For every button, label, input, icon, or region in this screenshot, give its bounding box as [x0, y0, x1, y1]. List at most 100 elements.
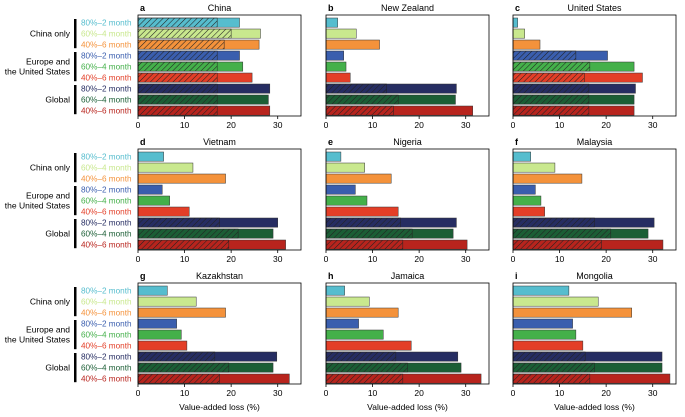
bar-h-1	[325, 296, 370, 307]
bar-e-0	[325, 151, 342, 162]
bar-i-1	[512, 296, 599, 307]
tick-label: 0	[136, 388, 141, 398]
bar-e-3	[325, 184, 356, 195]
bar-hatch-d-7	[137, 228, 239, 239]
tick-label: 30	[273, 120, 283, 130]
bar-hatch-f-8	[512, 239, 602, 250]
bar-h-2	[325, 307, 399, 318]
panel-i: i Mongolia 0 10 20 30 Value-added loss (%)	[511, 271, 677, 412]
group-label: Global	[45, 229, 70, 239]
bar-hatch-c-3	[512, 50, 577, 61]
scenario-label: 40%–6 month	[81, 375, 132, 384]
tick-label: 10	[368, 388, 378, 398]
panel-c: c United States 0 10 20 30	[511, 3, 677, 130]
group-bracket	[74, 219, 77, 249]
group-label: the United States	[5, 201, 70, 211]
bar-g-3	[137, 318, 177, 329]
group-label: the United States	[5, 335, 70, 345]
group-label: Europe and	[26, 325, 70, 335]
tick-label: 20	[601, 254, 611, 264]
tick-label: 30	[648, 120, 658, 130]
group-label: Europe and	[26, 191, 70, 201]
scenario-label: 40%–6 month	[81, 74, 132, 83]
bar-g-4	[137, 329, 182, 340]
panel-letter: h	[328, 271, 334, 281]
tick-label: 20	[226, 120, 236, 130]
bar-f-2	[512, 173, 583, 184]
scenario-label: 60%–4 month	[81, 197, 132, 206]
scenario-label: 60%–4 month	[81, 298, 132, 307]
scenario-label: 60%–4 month	[81, 331, 132, 340]
x-axis-label: Value-added loss (%)	[367, 402, 448, 412]
panel-frame	[137, 148, 302, 251]
panel-e: e Nigeria 0 10 20 30	[324, 137, 490, 264]
scenario-label: 60%–4 month	[81, 96, 132, 105]
scenario-label: 40%–6 month	[81, 175, 132, 184]
panel-title: Vietnam	[203, 137, 236, 147]
panel-title: Nigeria	[393, 137, 422, 147]
panel-frame	[325, 282, 490, 385]
tick-label: 30	[461, 254, 471, 264]
bar-d-0	[137, 151, 164, 162]
bar-h-0	[325, 285, 345, 296]
panel-frame	[325, 148, 490, 251]
tick-label: 10	[368, 254, 378, 264]
bar-hatch-c-6	[512, 83, 590, 94]
bar-hatch-c-4	[512, 61, 591, 72]
panel-title: Jamaica	[391, 271, 425, 281]
bar-hatch-a-5	[137, 72, 218, 83]
bar-c-1	[512, 28, 525, 39]
panel-frame	[137, 14, 302, 117]
scenario-label: 80%–2 month	[81, 153, 132, 162]
bar-f-0	[512, 151, 531, 162]
bar-hatch-g-6	[137, 351, 216, 362]
group-label: China only	[30, 163, 71, 173]
panel-letter: g	[140, 271, 146, 281]
bar-hatch-b-8	[325, 105, 394, 116]
bar-i-0	[512, 285, 570, 296]
panel-frame	[512, 148, 677, 251]
bar-i-5	[512, 340, 584, 351]
tick-label: 20	[414, 388, 424, 398]
bar-hatch-i-8	[512, 373, 591, 384]
bar-b-0	[325, 17, 338, 28]
bar-e-4	[325, 195, 368, 206]
tick-label: 0	[511, 254, 516, 264]
panel-title: Malaysia	[577, 137, 613, 147]
bar-hatch-a-2	[137, 39, 225, 50]
scenario-label: 40%–6 month	[81, 107, 132, 116]
scenario-label: 40%–6 month	[81, 241, 132, 250]
bar-hatch-i-6	[512, 351, 586, 362]
tick-label: 0	[511, 120, 516, 130]
bar-hatch-a-1	[137, 28, 232, 39]
bar-hatch-a-4	[137, 61, 218, 72]
panel-letter: e	[328, 137, 333, 147]
tick-label: 10	[180, 120, 190, 130]
row-legend-2: China only 80%–2 month 60%–4 month 40%–6 mo…	[5, 287, 132, 384]
bar-g-5	[137, 340, 188, 351]
bar-d-1	[137, 162, 194, 173]
bar-hatch-a-8	[137, 105, 218, 116]
group-bracket	[74, 52, 77, 82]
bar-hatch-d-8	[137, 239, 230, 250]
bar-d-2	[137, 173, 226, 184]
scenario-label: 60%–4 month	[81, 30, 132, 39]
group-bracket	[74, 85, 77, 115]
scenario-label: 40%–6 month	[81, 342, 132, 351]
bar-d-3	[137, 184, 163, 195]
panel-letter: c	[515, 3, 520, 13]
bar-f-1	[512, 162, 556, 173]
tick-label: 10	[180, 388, 190, 398]
bar-hatch-e-8	[325, 239, 404, 250]
tick-label: 30	[461, 388, 471, 398]
bar-g-2	[137, 307, 226, 318]
bar-hatch-h-8	[325, 373, 404, 384]
row-legend-1: China only 80%–2 month 60%–4 month 40%–6 mo…	[5, 153, 132, 250]
bar-hatch-f-6	[512, 217, 595, 228]
scenario-label: 80%–2 month	[81, 320, 132, 329]
scenario-label: 60%–4 month	[81, 63, 132, 72]
bar-f-3	[512, 184, 536, 195]
scenario-label: 40%–6 month	[81, 309, 132, 318]
scenario-label: 80%–2 month	[81, 186, 132, 195]
scenario-label: 80%–2 month	[81, 19, 132, 28]
